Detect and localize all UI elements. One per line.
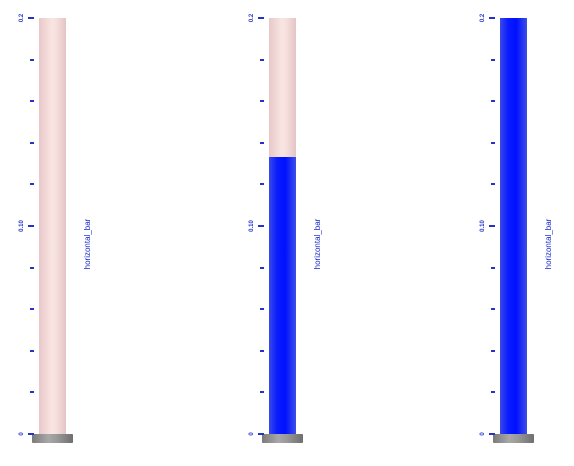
axis-tick <box>489 433 495 435</box>
gauge-2-label: horizontal_bar <box>313 218 322 270</box>
axis-tick <box>28 225 34 227</box>
gauge-3-label: horizontal_bar <box>544 218 553 270</box>
gauge-1-label: horizontal_bar <box>83 218 92 270</box>
gauge-3-tick-top: 0.2 <box>480 13 486 23</box>
axis-tick <box>30 391 34 394</box>
axis-tick <box>30 349 34 352</box>
axis-tick <box>30 308 34 311</box>
axis-tick <box>489 225 495 227</box>
axis-tick <box>260 349 264 352</box>
axis-tick <box>260 308 264 311</box>
axis-tick <box>258 225 264 227</box>
axis-tick <box>260 100 264 103</box>
axis-tick <box>30 100 34 103</box>
axis-tick <box>491 100 495 103</box>
axis-tick <box>260 141 264 144</box>
axis-tick <box>491 141 495 144</box>
gauge-1: 0.2 0.10 0 horizontal_bar <box>0 0 160 466</box>
axis-tick <box>491 308 495 311</box>
axis-tick <box>28 17 34 19</box>
gauge-1-tick-top: 0.2 <box>19 13 25 23</box>
axis-tick <box>491 183 495 186</box>
axis-tick <box>258 433 264 435</box>
gauge-2-tube <box>269 18 296 434</box>
gauge-2-tick-middle: 0.10 <box>249 220 255 232</box>
axis-tick <box>258 17 264 19</box>
gauge-3-tick-bottom: 0 <box>480 432 486 436</box>
gauge-1-tick-middle: 0.10 <box>19 220 25 232</box>
axis-tick <box>491 58 495 61</box>
gauge-3-fill <box>500 18 527 434</box>
gauge-2-base <box>262 434 303 443</box>
axis-tick <box>30 266 34 269</box>
gauge-1-base <box>32 434 73 443</box>
axis-tick <box>491 266 495 269</box>
gauge-3-tube <box>500 18 527 434</box>
axis-tick <box>489 17 495 19</box>
axis-tick <box>260 391 264 394</box>
gauge-1-tube <box>39 18 66 434</box>
axis-tick <box>30 183 34 186</box>
axis-tick <box>260 266 264 269</box>
gauge-2-tick-top: 0.2 <box>249 13 255 23</box>
gauge-3-base <box>493 434 534 443</box>
axis-tick <box>30 141 34 144</box>
gauge-2: 0.2 0.10 0 horizontal_bar <box>230 0 390 466</box>
axis-tick <box>30 58 34 61</box>
gauge-3: 0.2 0.10 0 horizontal_bar <box>461 0 574 466</box>
gauge-2-tick-bottom: 0 <box>249 432 255 436</box>
axis-tick <box>28 433 34 435</box>
gauge-1-tick-bottom: 0 <box>19 432 25 436</box>
gauge-2-fill <box>269 156 296 434</box>
axis-tick <box>260 58 264 61</box>
axis-tick <box>491 391 495 394</box>
gauge-3-tick-middle: 0.10 <box>480 220 486 232</box>
axis-tick <box>260 183 264 186</box>
axis-tick <box>491 349 495 352</box>
